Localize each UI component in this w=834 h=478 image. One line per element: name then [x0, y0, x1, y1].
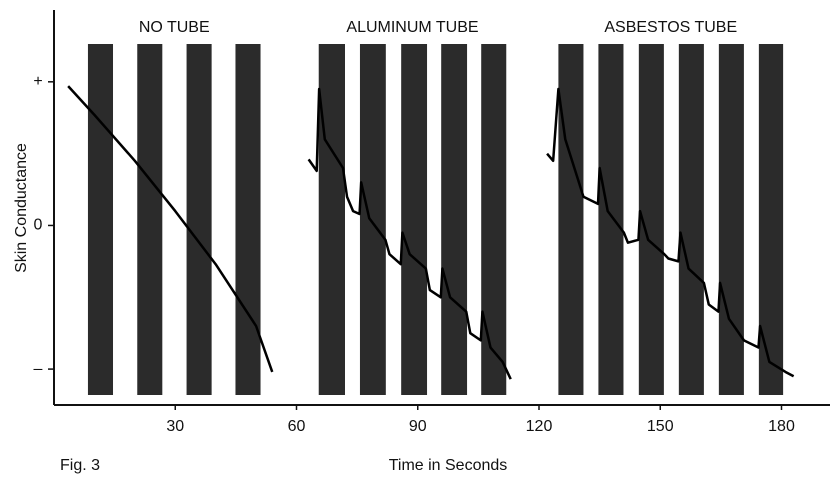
figure-caption: Fig. 3 — [60, 457, 100, 474]
x-tick-label: 30 — [166, 418, 184, 435]
x-tick-label: 60 — [288, 418, 306, 435]
conductance-line — [67, 85, 274, 373]
y-tick-label: – — [34, 360, 43, 377]
stimulus-band — [87, 44, 114, 395]
x-tick-label: 90 — [409, 418, 427, 435]
x-tick-label: 180 — [768, 418, 795, 435]
band-label: NO TUBE — [139, 19, 210, 36]
stimulus-band — [481, 44, 507, 395]
conductance-line — [546, 87, 795, 378]
stimulus-band — [137, 44, 163, 395]
conductance-line — [307, 87, 512, 380]
x-axis-label: Time in Seconds — [389, 457, 508, 474]
band-label: ALUMINUM TUBE — [346, 19, 478, 36]
stimulus-band — [758, 44, 784, 395]
y-tick-label: 0 — [34, 217, 43, 234]
stimulus-band — [186, 44, 212, 395]
stimulus-band — [359, 44, 386, 395]
band-label: ASBESTOS TUBE — [604, 19, 737, 36]
x-tick-label: 150 — [647, 418, 674, 435]
y-tick-label: + — [33, 73, 42, 90]
stimulus-band — [401, 44, 428, 395]
stimulus-band — [235, 44, 261, 395]
stimulus-band — [558, 44, 584, 395]
stimulus-band — [678, 44, 704, 395]
stimulus-band — [318, 44, 345, 395]
stimulus-band — [441, 44, 468, 395]
y-axis-label: Skin Conductance — [13, 143, 30, 273]
stimulus-band — [598, 44, 624, 395]
x-tick-label: 120 — [526, 418, 553, 435]
stimulus-band — [718, 44, 744, 395]
